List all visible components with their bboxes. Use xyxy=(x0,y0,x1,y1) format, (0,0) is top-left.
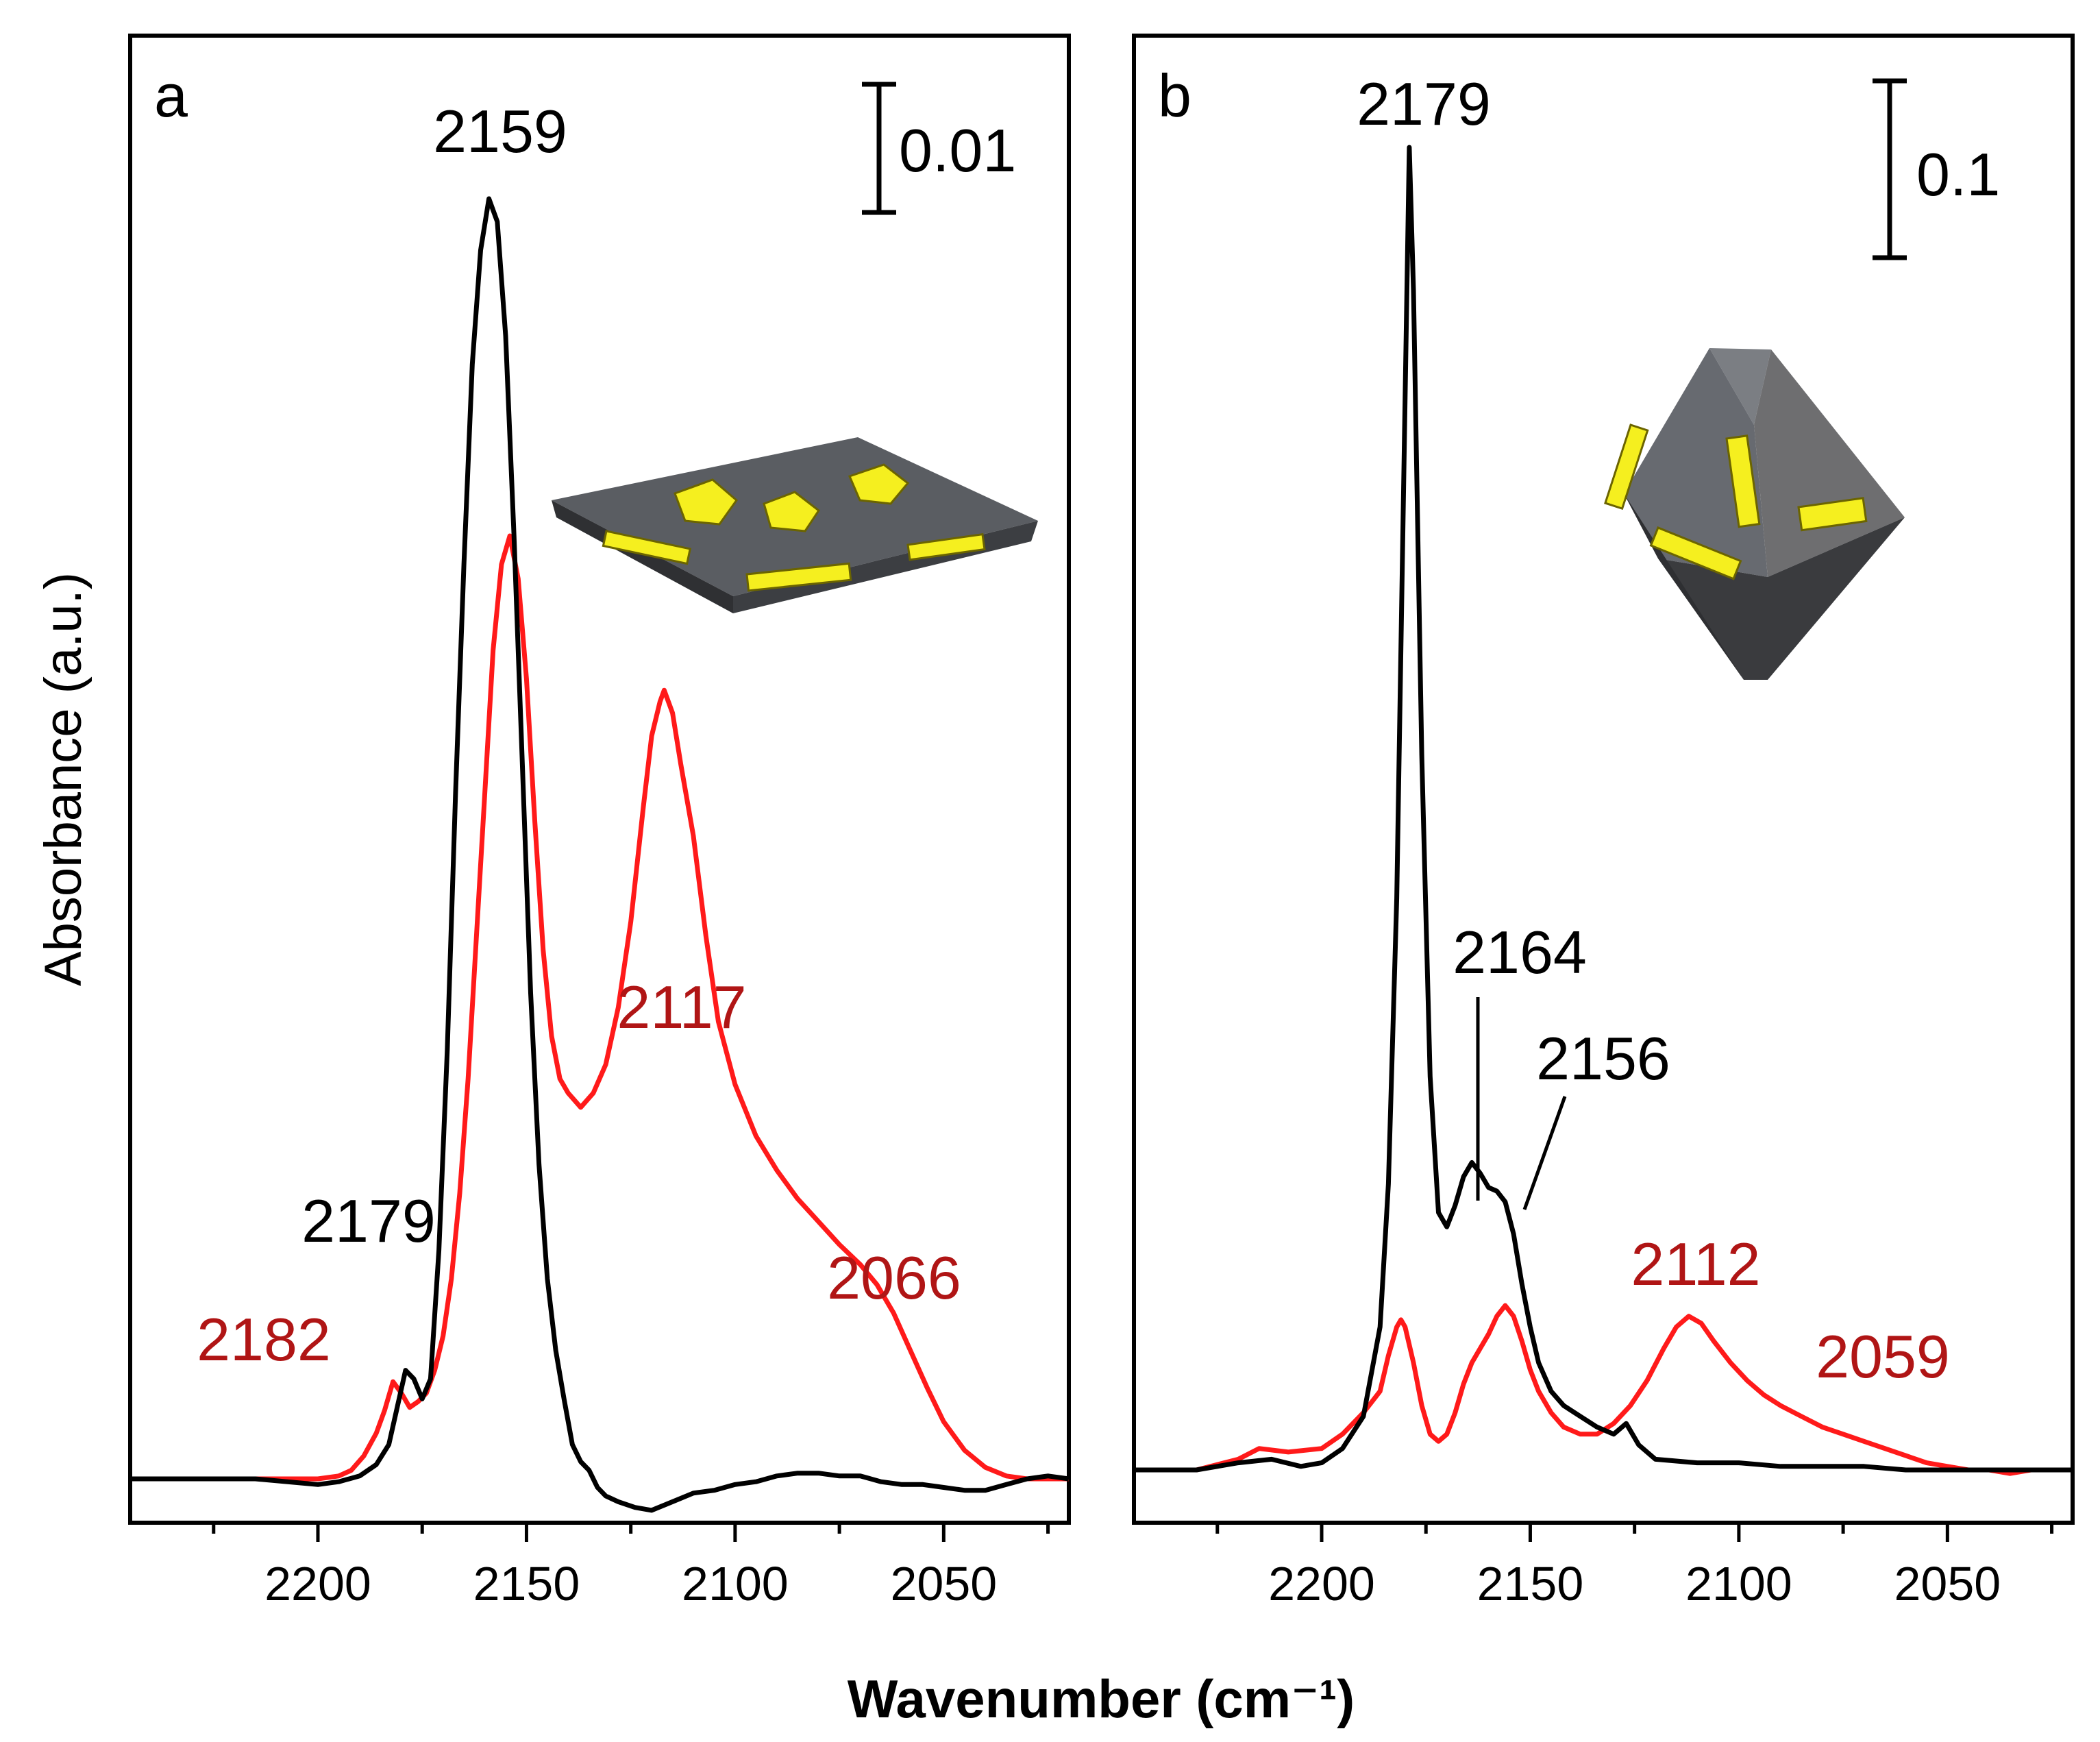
panel-b-octahedron-illustration xyxy=(1604,348,1905,680)
peak-label-b-2112: 2112 xyxy=(1631,1230,1760,1298)
panel-a-platelet-illustration xyxy=(552,437,1038,613)
peak-label-a-2179: 2179 xyxy=(301,1187,436,1255)
tick-label-b-2150: 2150 xyxy=(1477,1557,1584,1610)
panel-a-tick-labels: 2200 2150 2100 2050 xyxy=(264,1557,997,1610)
panel-a-x-ticks xyxy=(212,1523,1050,1542)
tick-label-a-2200: 2200 xyxy=(264,1557,371,1610)
panel-a-scale-label: 0.01 xyxy=(899,116,1016,184)
tick-label-b-2050: 2050 xyxy=(1894,1557,2001,1610)
peak-label-a-2066: 2066 xyxy=(827,1244,961,1312)
tick-label-a-2150: 2150 xyxy=(473,1557,580,1610)
panel-b-x-ticks xyxy=(1215,1523,2054,1542)
panel-b-tick-labels: 2200 2150 2100 2050 xyxy=(1268,1557,2001,1610)
y-axis-label: Absorbance (a.u.) xyxy=(34,572,92,986)
tick-label-a-2050: 2050 xyxy=(890,1557,997,1610)
panel-a-series-black xyxy=(130,196,1070,1513)
panel-b-frame xyxy=(1132,34,2075,1525)
tick-label-a-2100: 2100 xyxy=(682,1557,789,1610)
panel-b-series-black xyxy=(1134,145,2073,1473)
peak-label-a-2117: 2117 xyxy=(617,973,746,1041)
panel-b-label: b xyxy=(1158,62,1191,130)
panel-a-scale-bar xyxy=(862,82,896,215)
peak-label-b-2156: 2156 xyxy=(1536,1025,1670,1092)
panel-b-scale-label: 0.1 xyxy=(1916,140,2000,208)
x-axis-label: Wavenumber (cm⁻¹) xyxy=(848,1669,1355,1729)
leader-line-2156 xyxy=(1522,1096,1567,1210)
panel-a-series-red xyxy=(130,533,1069,1482)
peak-label-a-2182: 2182 xyxy=(197,1305,331,1373)
tick-label-b-2200: 2200 xyxy=(1268,1557,1375,1610)
peak-label-b-2164: 2164 xyxy=(1453,918,1587,986)
panel-a-label: a xyxy=(154,62,188,130)
tick-label-b-2100: 2100 xyxy=(1685,1557,1792,1610)
peak-label-b-2179: 2179 xyxy=(1357,70,1491,138)
panel-b-scale-bar xyxy=(1873,78,1907,260)
panel-b-series-red xyxy=(1134,1303,2073,1476)
peak-label-b-2059: 2059 xyxy=(1816,1323,1950,1390)
panel-a-frame xyxy=(128,34,1071,1525)
peak-label-a-2159: 2159 xyxy=(433,97,567,165)
